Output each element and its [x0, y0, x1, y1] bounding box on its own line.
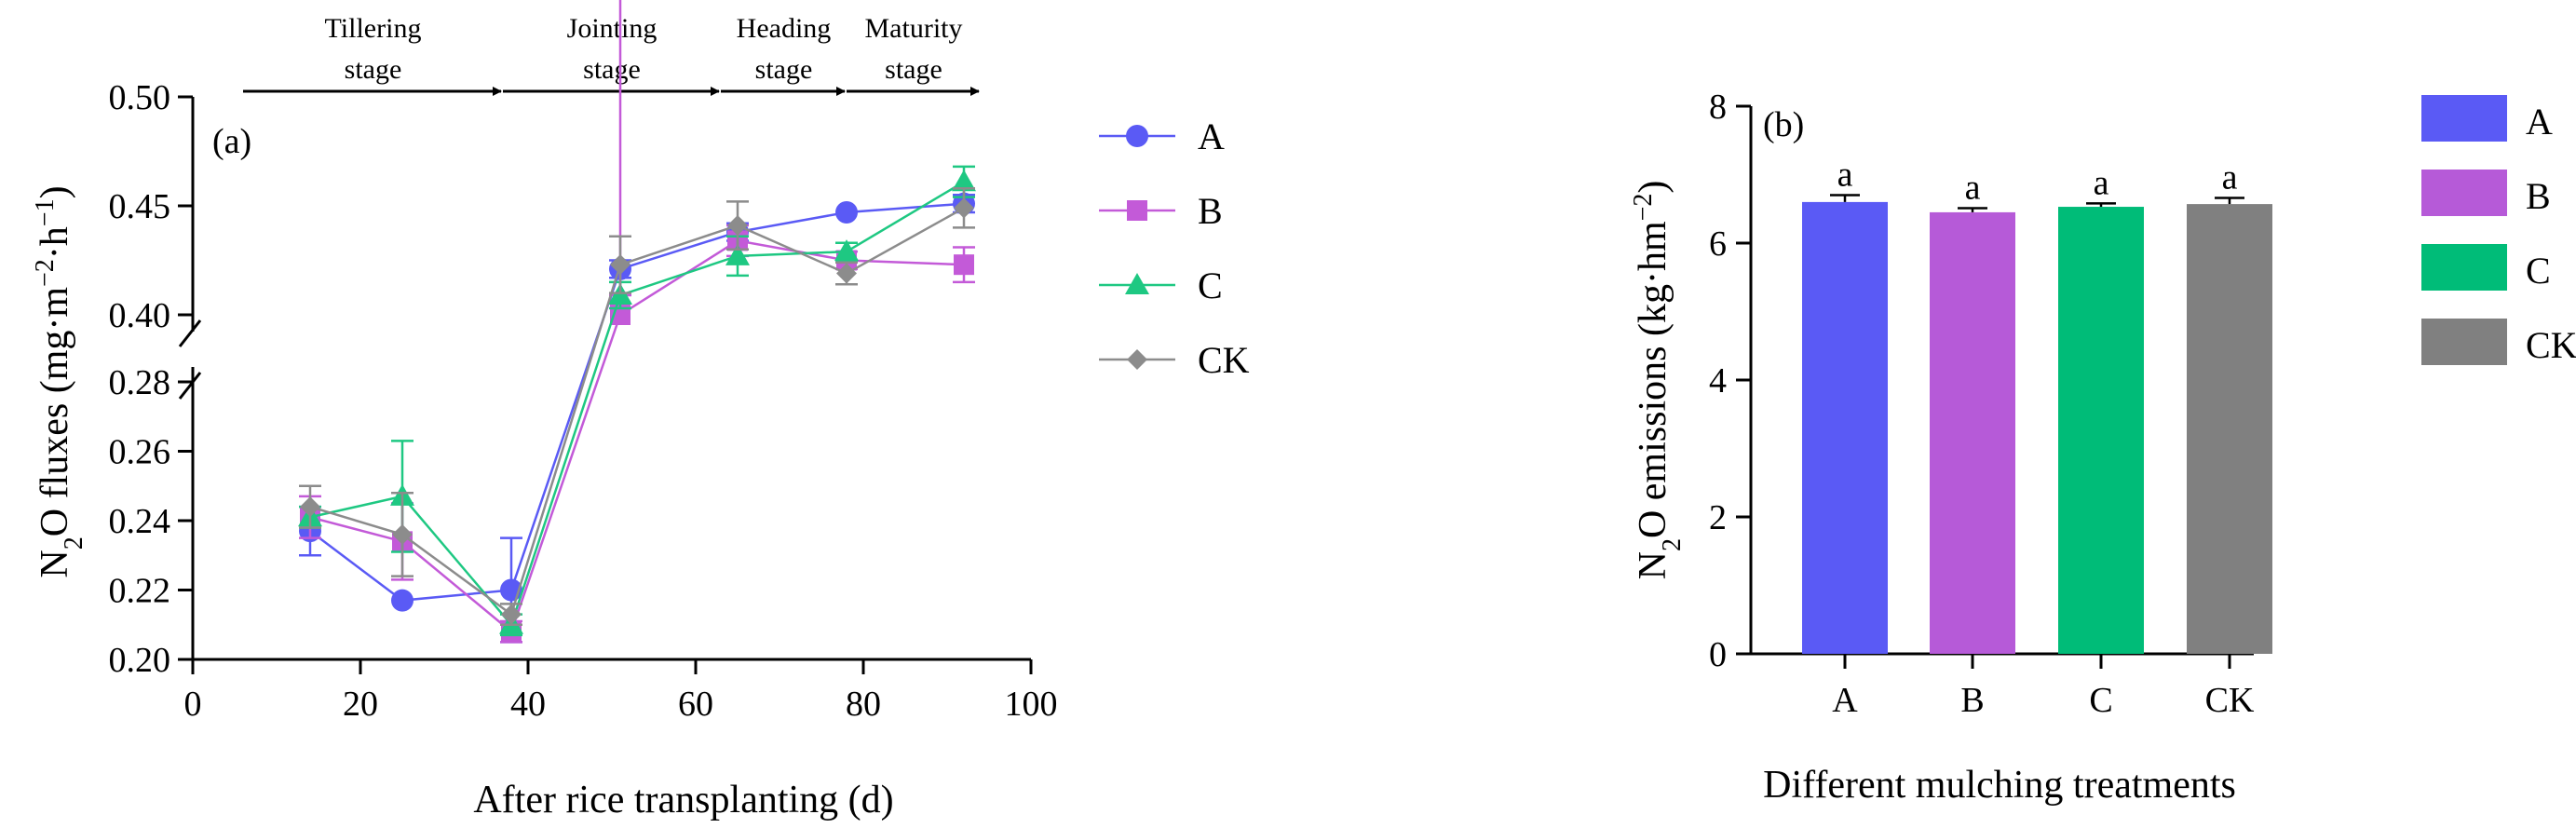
significance-letter: a	[2222, 157, 2238, 197]
panel-a-label: (a)	[212, 122, 251, 161]
legend-label: B	[1198, 190, 1223, 232]
line-chart-legend: ABC CK	[1099, 115, 1250, 381]
legend-marker	[1126, 125, 1148, 147]
stage-label: stage	[583, 54, 641, 85]
y-tick-label: 0.20	[109, 641, 171, 680]
axis-title-part: N	[1632, 551, 1674, 579]
growth-stage-arrows: Tillering stage Jointing stage Heading stage M…	[243, 13, 979, 91]
y-tick-label: 2	[1709, 498, 1727, 537]
y-tick-label: 0	[1709, 635, 1727, 674]
x-tick-label: 20	[343, 685, 378, 724]
bar-chart-legend: ABC CK	[2421, 95, 2576, 366]
legend-label: CK	[1198, 339, 1250, 381]
axis-title-part: )	[34, 185, 76, 198]
panel-b-label: (b)	[1763, 105, 1804, 144]
axis-title-part: −2	[1629, 194, 1658, 222]
line-chart-series	[298, 0, 976, 642]
y-tick-label: 0.50	[109, 78, 171, 117]
y-tick-label: 0.22	[109, 572, 171, 611]
stage-label: Heading	[737, 13, 832, 44]
line-chart-axes: 0 20 40 60 80 100 0.20 0.22 0.24 0.26 0.28 0.40 0.45…	[109, 78, 1058, 724]
legend-swatch	[2421, 319, 2507, 365]
legend-marker	[1127, 349, 1147, 370]
x-tick-label: B	[1960, 681, 1984, 720]
line-chart-x-axis-title: After rice transplanting (d)	[473, 779, 893, 821]
bar-chart-x-axis-title: Different mulching treatments	[1763, 764, 2236, 807]
axis-title-part: O emissions (kg·hm	[1632, 221, 1674, 538]
legend-marker	[1125, 273, 1149, 294]
axis-break-mark	[180, 373, 200, 399]
bar-CK	[2187, 204, 2272, 654]
data-point-A	[835, 201, 858, 224]
y-tick-label: 4	[1709, 361, 1727, 400]
axis-title-part: )	[1632, 181, 1674, 194]
axis-title-part: −2	[31, 259, 60, 287]
legend-swatch	[2421, 95, 2507, 142]
x-tick-label: 60	[678, 685, 713, 724]
y-tick-label: 0.45	[109, 187, 171, 226]
axis-break-mark	[180, 320, 200, 346]
x-tick-label: 100	[1005, 685, 1058, 724]
legend-label: C	[2526, 250, 2551, 292]
legend-swatch	[2421, 170, 2507, 216]
axis-title-part: −1	[31, 198, 60, 226]
y-tick-label: 0.40	[109, 296, 171, 335]
axis-title-part: ·h	[34, 226, 76, 259]
x-tick-label: CK	[2205, 681, 2255, 720]
data-point-A	[391, 590, 414, 612]
bar-chart-y-axis-title: N2O emissions (kg·hm−2)	[1629, 181, 1687, 580]
line-chart-y-axis-title: N2O fluxes (mg·m−2·h−1)	[31, 185, 88, 577]
series-line-B	[310, 240, 964, 631]
x-tick-label: 80	[846, 685, 881, 724]
y-tick-label: 0.24	[109, 502, 171, 541]
bar-chart-bars: a Aa Ba Ca CK	[1802, 156, 2272, 720]
significance-letter: a	[2094, 163, 2109, 202]
stage-label: Jointing	[567, 13, 658, 44]
axis-title-part: O fluxes (mg·m	[34, 287, 76, 537]
series-line-CK	[310, 208, 964, 614]
stage-label: Maturity	[865, 13, 963, 44]
stage-label: stage	[345, 54, 402, 85]
stage-label: Tillering	[325, 13, 422, 44]
significance-letter: a	[1837, 156, 1853, 195]
y-tick-label: 6	[1709, 224, 1727, 264]
bar-chart-panel: (b) 0 2 4 6 8 a Aa Ba Ca CK Different mulching t…	[1629, 88, 2576, 807]
line-chart-panel: (a) Tillering stage Jointing stage Heading st…	[31, 0, 1250, 821]
legend-label: B	[2526, 175, 2551, 217]
x-tick-label: 0	[184, 685, 202, 724]
y-tick-label: 8	[1709, 88, 1727, 127]
legend-label: CK	[2526, 324, 2576, 366]
bar-A	[1802, 202, 1888, 654]
y-tick-label: 0.28	[109, 363, 171, 402]
stage-label: stage	[755, 54, 813, 85]
data-point-B	[954, 254, 974, 275]
x-tick-label: 40	[510, 685, 546, 724]
legend-label: A	[1198, 115, 1225, 157]
y-tick-label: 0.26	[109, 433, 171, 472]
significance-letter: a	[1965, 169, 1981, 208]
axis-title-part: 2	[1658, 538, 1687, 551]
legend-label: A	[2526, 101, 2553, 143]
axis-title-part: N	[34, 550, 76, 577]
legend-marker	[1127, 200, 1147, 221]
axis-title-part: 2	[60, 536, 88, 550]
legend-swatch	[2421, 244, 2507, 291]
series-line-C	[310, 182, 964, 624]
bar-B	[1930, 212, 2015, 654]
stage-label: stage	[885, 54, 942, 85]
x-tick-label: C	[2089, 681, 2112, 720]
x-tick-label: A	[1832, 681, 1858, 720]
legend-label: C	[1198, 265, 1223, 306]
bar-C	[2058, 207, 2144, 654]
